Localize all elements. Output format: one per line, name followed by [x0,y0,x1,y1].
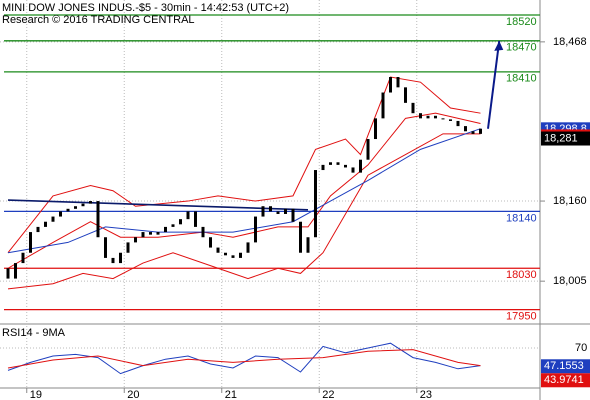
candle [299,221,302,253]
x-tick-label: 20 [127,389,139,400]
level-label: 18410 [506,73,537,85]
candle [66,208,70,212]
candle [261,206,265,217]
candle [81,203,85,207]
candle [119,252,122,264]
rsi-line [7,349,481,369]
candle [224,252,227,256]
level-label: 18030 [506,269,537,281]
candle [51,216,55,222]
candle [239,252,242,258]
overlay-line [7,76,481,254]
candle [419,113,422,119]
x-tick-label: 19 [30,389,42,400]
rsi-label: 47.1553 [544,360,584,372]
candle [149,232,152,235]
price-box [541,131,590,146]
candle [29,232,32,253]
candle [134,237,137,243]
candle [74,206,77,209]
candle [89,201,92,204]
x-tick-label: 22 [322,389,334,400]
y-tick-label: 18,160 [553,195,587,207]
chart-subtitle: Research © 2016 TRADING CENTRAL [2,14,195,26]
candle [126,242,130,253]
candle [381,92,385,119]
candle [156,232,160,235]
y-tick-label: 70 [575,342,587,354]
y-tick-label: 18,468 [553,36,587,48]
candle [231,255,235,258]
candle [171,224,175,227]
x-tick-label: 21 [225,389,237,400]
overlay-line [7,128,481,254]
level-label: 18140 [506,212,537,224]
candle [201,226,205,238]
candle [14,263,17,279]
candle [434,115,437,119]
overlay-line [7,199,309,211]
level-label: 17950 [506,311,537,323]
candle [404,87,407,103]
candle [389,77,392,93]
candle [6,268,10,279]
candle [426,115,430,119]
candle [359,159,362,173]
candle [269,206,272,212]
candle [141,232,145,238]
candle [344,164,347,168]
candle [44,221,47,227]
candle [351,167,355,173]
candle [396,77,400,88]
price-label: 18,281 [544,132,578,144]
candle [479,128,482,134]
candle [471,131,475,134]
x-tick-label: 23 [420,389,432,400]
candle [96,201,100,238]
candle [246,242,250,253]
candle [336,162,340,165]
candle [321,164,325,171]
chart-title: MINI DOW JONES INDUS.-$5 - 30min - 14:42… [2,2,289,14]
candle [291,208,295,222]
candle [216,247,220,253]
rsi-box [541,373,590,388]
candle [314,170,317,238]
forecast-arrow [487,40,501,129]
rsi-title: RSI14 - 9MA [2,327,66,339]
candle [374,118,377,140]
arrow-head [494,40,504,51]
candle [411,102,415,114]
candle [441,118,445,120]
candle [209,237,212,248]
candle [104,237,107,258]
candle [111,257,115,264]
candle [59,211,62,217]
candle [164,226,167,233]
level-label: 18470 [506,42,537,54]
y-tick-label: 18,005 [553,275,587,287]
candle [284,208,287,214]
candle [36,226,40,233]
candle [186,211,190,220]
candle [254,216,257,243]
rsi-box [541,359,590,374]
candle [329,162,332,165]
candle [464,126,467,132]
candle [276,211,280,214]
candle [366,139,370,160]
candle [456,120,460,127]
rsi-label: 43.9741 [544,374,584,386]
candle [306,237,310,253]
candle [194,211,197,227]
overlay-line [7,133,481,290]
candle [449,119,452,121]
candle [21,252,25,264]
candle [179,219,182,225]
level-label: 18520 [506,16,537,28]
